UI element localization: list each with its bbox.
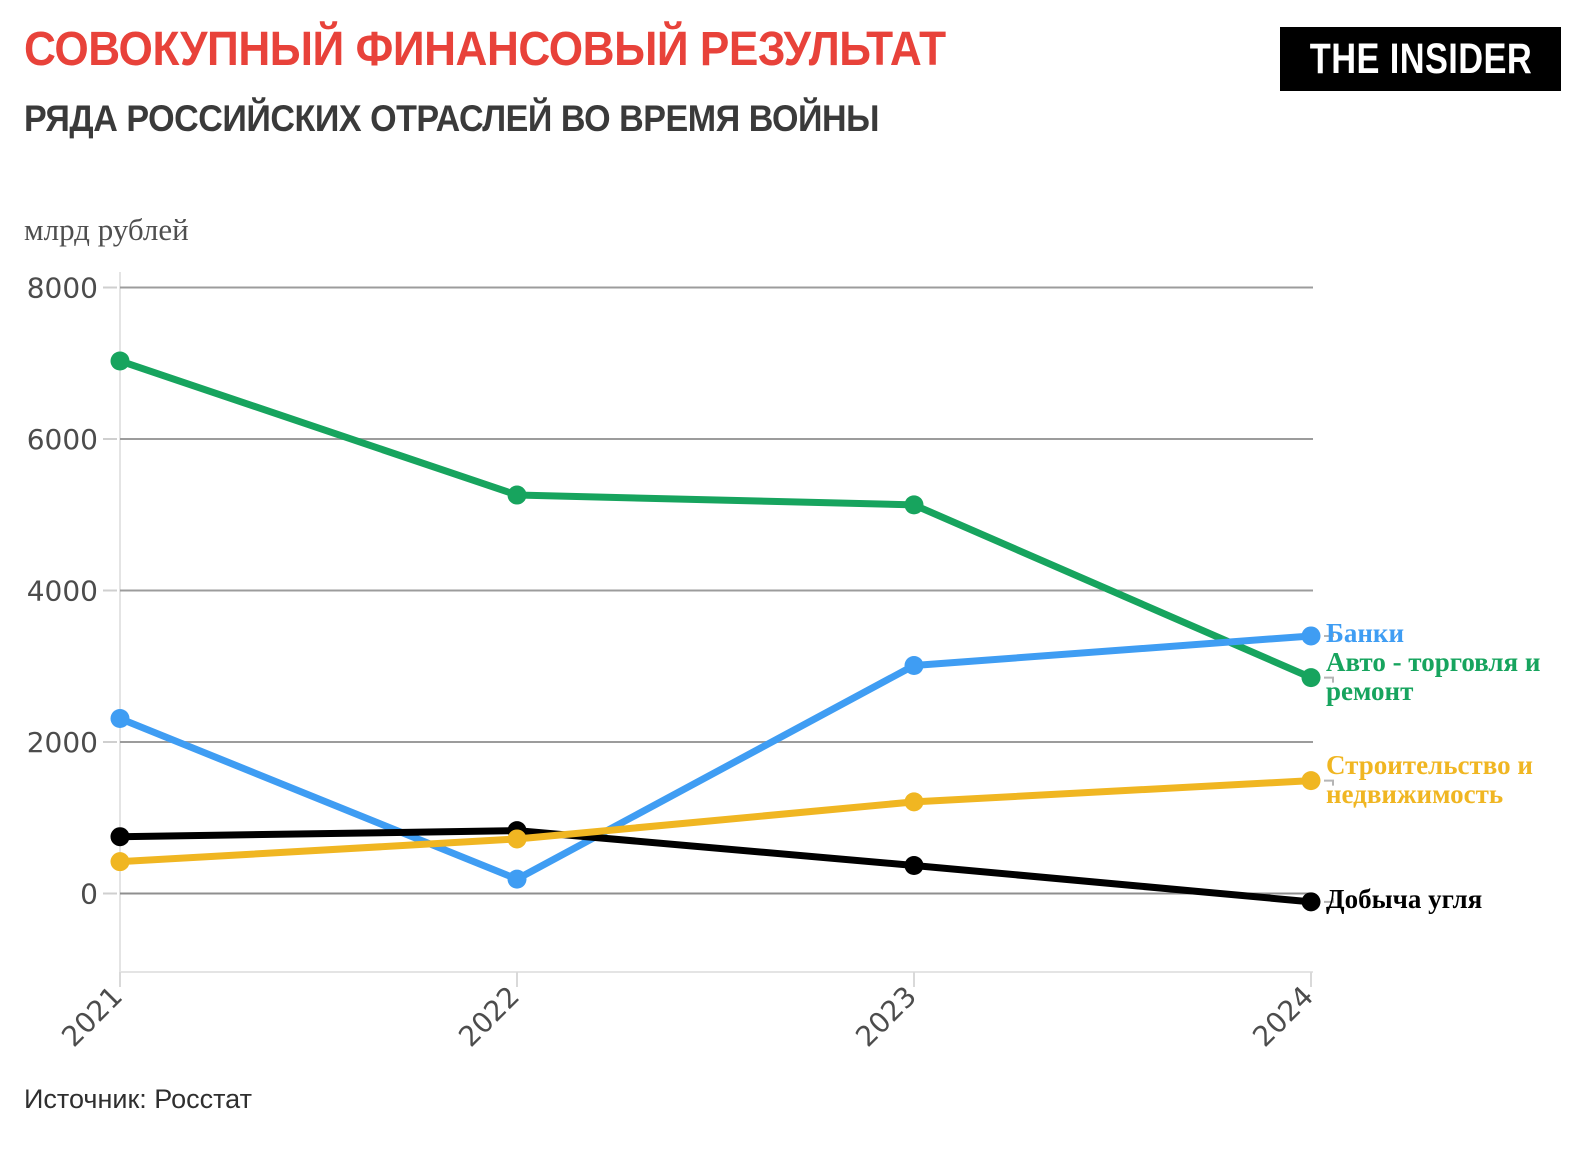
data-point-dobycha-uglya (110, 827, 130, 847)
series-line-stroitelstvo (116, 777, 1315, 866)
data-point-banki (904, 655, 924, 675)
series-line-banki (116, 632, 1315, 883)
data-point-dobycha-uglya (1301, 892, 1321, 912)
the-insider-logo-text: THE INSIDER (1309, 34, 1532, 83)
page-title: СОВОКУПНЫЙ ФИНАНСОВЫЙ РЕЗУЛЬТАТ (24, 23, 946, 76)
legend-label-dobycha-uglya: Добыча угля (1326, 883, 1483, 914)
x-tick-label-2023: 2023 (849, 980, 923, 1054)
series-line-avto (116, 357, 1315, 682)
legend-label-avto: Авто - торговля и ремонт (1326, 646, 1541, 706)
data-point-stroitelstvo (507, 829, 527, 849)
data-point-stroitelstvo (110, 852, 130, 872)
legend-label-stroitelstvo: Строительство и недвижимость (1326, 749, 1533, 809)
y-tick-label: 0 (80, 877, 98, 910)
legend-label-banki: Банки (1326, 617, 1405, 648)
data-point-avto (110, 351, 130, 371)
x-tick-label-2022: 2022 (452, 980, 526, 1054)
data-point-dobycha-uglya (904, 855, 924, 875)
data-point-banki (110, 709, 130, 729)
data-point-avto (507, 485, 527, 505)
y-tick-label: 2000 (27, 726, 98, 759)
series-line-dobycha-uglya (116, 827, 1315, 906)
leader-line-avto (1324, 676, 1334, 683)
x-tick-label-2021: 2021 (55, 980, 129, 1054)
data-point-avto (1301, 668, 1321, 688)
source-note: Источник: Росстат (24, 1084, 252, 1114)
data-point-banki (507, 869, 527, 889)
y-tick-label: 6000 (27, 423, 98, 456)
leader-line-banki (1324, 631, 1334, 637)
page-subtitle: РЯДА РОССИЙСКИХ ОТРАСЛЕЙ ВО ВРЕМЯ ВОЙНЫ (24, 98, 879, 139)
data-point-avto (904, 495, 924, 515)
data-point-banki (1301, 626, 1321, 646)
data-point-stroitelstvo (1301, 771, 1321, 791)
data-point-stroitelstvo (904, 792, 924, 812)
the-insider-logo: THE INSIDER (1280, 27, 1561, 91)
y-axis-unit-label: млрд рублей (24, 212, 189, 247)
y-tick-label: 4000 (27, 574, 98, 607)
leader-line-dobycha-uglya (1324, 897, 1334, 903)
leader-line-stroitelstvo (1324, 779, 1334, 786)
x-tick-label-2024: 2024 (1246, 980, 1320, 1054)
y-tick-label: 8000 (27, 271, 98, 304)
